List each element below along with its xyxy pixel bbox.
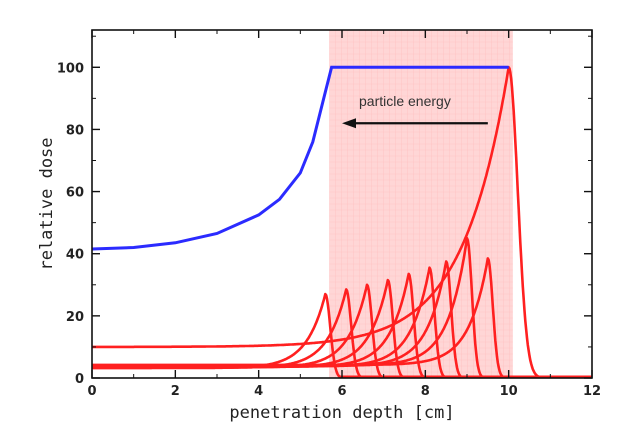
arrow-head-icon bbox=[342, 118, 356, 129]
y-tick-labels: 0 20 40 60 80 100 bbox=[57, 61, 84, 387]
x-tick-labels: 0 2 4 6 8 10 12 bbox=[87, 384, 601, 399]
x-tick-label: 4 bbox=[254, 384, 263, 399]
x-axis-title: penetration depth [cm] bbox=[229, 403, 454, 423]
x-tick-label: 6 bbox=[337, 384, 346, 399]
x-tick-label: 12 bbox=[583, 384, 601, 399]
particle-energy-label: particle energy bbox=[359, 93, 451, 109]
y-axis-title: relative dose bbox=[37, 137, 57, 270]
axis-ticks bbox=[91, 30, 593, 379]
sobp-dose-line bbox=[91, 65, 509, 251]
x-tick-label: 8 bbox=[421, 384, 430, 399]
y-tick-label: 20 bbox=[66, 310, 84, 325]
x-tick-label: 10 bbox=[500, 384, 518, 399]
y-tick-label: 100 bbox=[57, 61, 84, 76]
y-tick-label: 40 bbox=[66, 248, 84, 263]
shaded-region-grid bbox=[329, 29, 513, 379]
y-tick-label: 0 bbox=[75, 372, 84, 387]
x-tick-label: 0 bbox=[87, 384, 96, 399]
y-tick-label: 60 bbox=[66, 186, 84, 201]
y-tick-label: 80 bbox=[66, 123, 84, 138]
x-tick-label: 2 bbox=[171, 384, 180, 399]
